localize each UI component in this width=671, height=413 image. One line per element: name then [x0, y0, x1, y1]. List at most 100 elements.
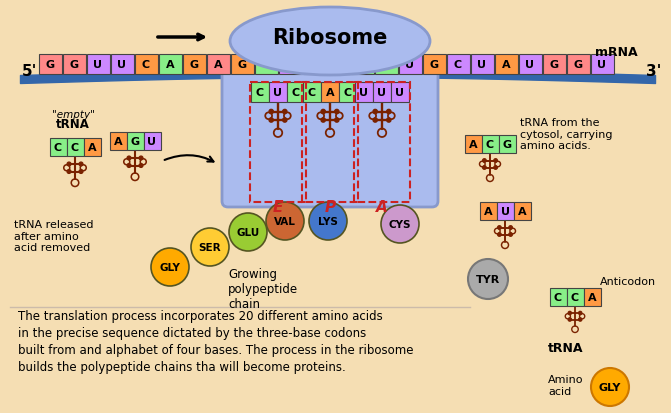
FancyBboxPatch shape: [62, 55, 85, 75]
Text: A: A: [468, 140, 477, 150]
Circle shape: [498, 233, 501, 237]
Text: U: U: [525, 60, 535, 70]
FancyBboxPatch shape: [519, 55, 541, 75]
Circle shape: [282, 110, 287, 114]
Text: A: A: [166, 60, 174, 70]
FancyBboxPatch shape: [480, 202, 497, 221]
Text: G: G: [262, 60, 270, 70]
Circle shape: [79, 170, 83, 174]
Text: GLY: GLY: [160, 262, 180, 272]
Circle shape: [321, 119, 325, 123]
Text: Ribosome: Ribosome: [272, 28, 388, 48]
Circle shape: [494, 166, 497, 170]
FancyBboxPatch shape: [303, 55, 325, 75]
Text: A: A: [376, 200, 388, 215]
FancyBboxPatch shape: [111, 55, 134, 75]
FancyBboxPatch shape: [87, 55, 109, 75]
FancyBboxPatch shape: [584, 288, 601, 306]
FancyBboxPatch shape: [127, 133, 144, 151]
FancyBboxPatch shape: [513, 202, 531, 221]
Text: P: P: [325, 200, 336, 215]
FancyBboxPatch shape: [158, 55, 181, 75]
Text: U: U: [597, 60, 607, 70]
Text: G: G: [574, 60, 582, 70]
FancyBboxPatch shape: [339, 83, 357, 103]
Circle shape: [266, 202, 304, 240]
Circle shape: [269, 119, 273, 123]
Text: C: C: [486, 140, 494, 150]
FancyBboxPatch shape: [231, 55, 254, 75]
Circle shape: [591, 368, 629, 406]
Text: C: C: [308, 88, 316, 98]
Circle shape: [381, 206, 419, 243]
Text: A: A: [113, 137, 122, 147]
FancyBboxPatch shape: [495, 55, 517, 75]
Text: LYS: LYS: [318, 216, 338, 226]
Circle shape: [269, 110, 273, 114]
Text: A: A: [382, 60, 391, 70]
FancyBboxPatch shape: [464, 136, 482, 154]
Text: U: U: [285, 60, 295, 70]
Circle shape: [509, 226, 513, 230]
Circle shape: [568, 318, 572, 321]
FancyBboxPatch shape: [50, 139, 66, 157]
Text: E: E: [273, 200, 283, 215]
FancyBboxPatch shape: [134, 55, 158, 75]
FancyBboxPatch shape: [542, 55, 566, 75]
Circle shape: [578, 318, 582, 321]
Circle shape: [386, 110, 391, 114]
FancyBboxPatch shape: [566, 55, 590, 75]
Text: U: U: [405, 60, 415, 70]
Text: G: G: [503, 140, 511, 150]
FancyBboxPatch shape: [373, 83, 391, 103]
Text: GLY: GLY: [599, 382, 621, 392]
Text: U: U: [360, 88, 368, 98]
FancyBboxPatch shape: [550, 288, 566, 306]
Circle shape: [321, 110, 325, 114]
Text: VAL: VAL: [274, 216, 296, 226]
Bar: [250, 83, 306, 202]
Text: The translation process incorporates 20 different amino acids
in the precise seq: The translation process incorporates 20 …: [18, 309, 413, 373]
FancyBboxPatch shape: [144, 133, 160, 151]
FancyBboxPatch shape: [254, 55, 278, 75]
Text: G: G: [130, 137, 140, 147]
Text: CYS: CYS: [389, 219, 411, 230]
FancyBboxPatch shape: [321, 83, 339, 103]
Text: A: A: [358, 60, 366, 70]
Circle shape: [482, 159, 486, 163]
Text: G: G: [189, 60, 199, 70]
Text: U: U: [93, 60, 103, 70]
Circle shape: [335, 110, 339, 114]
FancyBboxPatch shape: [391, 83, 409, 103]
FancyBboxPatch shape: [482, 136, 499, 154]
Circle shape: [282, 119, 287, 123]
Text: SER: SER: [199, 242, 221, 252]
FancyBboxPatch shape: [278, 55, 301, 75]
Text: U: U: [395, 88, 405, 98]
FancyBboxPatch shape: [207, 55, 229, 75]
Text: A: A: [484, 206, 493, 216]
FancyBboxPatch shape: [399, 55, 421, 75]
Text: TYR: TYR: [476, 274, 500, 284]
Circle shape: [335, 119, 339, 123]
Text: G: G: [309, 60, 319, 70]
Circle shape: [309, 202, 347, 240]
Text: A: A: [333, 60, 342, 70]
Circle shape: [139, 164, 143, 168]
Bar: [354, 83, 410, 202]
Circle shape: [191, 228, 229, 266]
Text: 5': 5': [22, 64, 38, 79]
Text: mRNA: mRNA: [595, 45, 637, 58]
Text: U: U: [501, 206, 509, 216]
Circle shape: [127, 157, 131, 161]
Circle shape: [229, 214, 267, 252]
Text: C: C: [256, 88, 264, 98]
Text: G: G: [46, 60, 54, 70]
Text: A: A: [502, 60, 511, 70]
Text: C: C: [344, 88, 352, 98]
Text: U: U: [274, 88, 282, 98]
Text: tRNA from the
cytosol, carrying
amino acids.: tRNA from the cytosol, carrying amino ac…: [520, 118, 613, 151]
Text: A: A: [325, 88, 334, 98]
Circle shape: [151, 248, 189, 286]
Circle shape: [79, 163, 83, 166]
